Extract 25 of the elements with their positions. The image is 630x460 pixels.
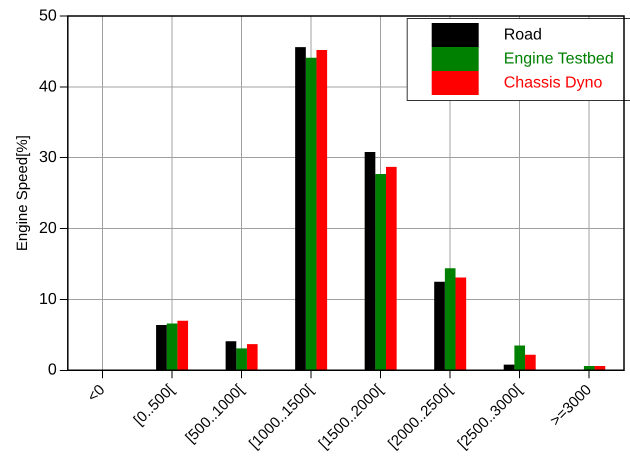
x-tick-label: <0 <box>84 381 108 406</box>
bar <box>306 58 316 370</box>
y-tick-label: 40 <box>39 78 57 96</box>
bar <box>375 174 386 370</box>
y-tick-label: 50 <box>39 7 57 24</box>
bar <box>177 320 188 370</box>
bar <box>584 366 595 370</box>
legend-label: Engine Testbed <box>504 50 614 68</box>
bar <box>444 268 456 370</box>
bar <box>525 354 536 370</box>
bar <box>594 366 606 370</box>
bar <box>514 345 526 370</box>
y-tick-label: 20 <box>39 220 57 237</box>
legend-label: Chassis Dyno <box>504 74 602 92</box>
y-tick-label: 30 <box>39 149 57 166</box>
legend-label: Road <box>504 26 542 44</box>
y-tick-label: 0 <box>48 362 57 379</box>
bar <box>246 344 258 370</box>
bar <box>456 277 466 370</box>
bar <box>316 50 328 370</box>
bar <box>386 166 397 370</box>
bar <box>166 324 178 370</box>
bar <box>236 348 247 370</box>
y-tick-label: 10 <box>39 290 57 308</box>
y-axis-title: Engine Speed[%] <box>14 135 32 252</box>
